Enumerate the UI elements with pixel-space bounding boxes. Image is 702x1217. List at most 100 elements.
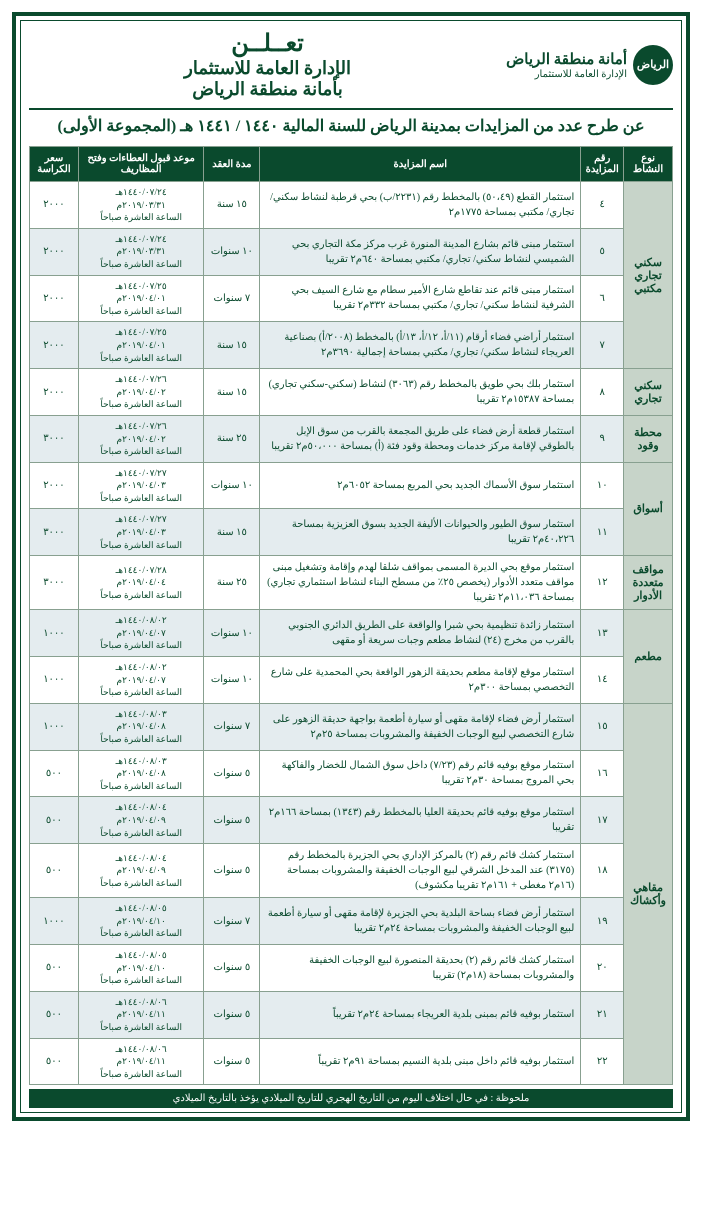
deadline-time: الساعة العاشرة صباحاً: [82, 686, 201, 699]
auction-number: ٩: [581, 415, 624, 462]
deadline-hijri: ١٤٤٠/٠٨/٠٤هـ: [82, 801, 201, 814]
deadline-cell: ١٤٤٠/٠٨/٠٣هـ٢٠١٩/٠٤/٠٨مالساعة العاشرة صب…: [78, 750, 204, 797]
booklet-price: ٥٠٠: [30, 1038, 79, 1085]
booklet-price: ٥٠٠: [30, 750, 79, 797]
col-deadline: موعد قبول العطاءات وفتح المظاريف: [78, 147, 204, 182]
table-row: سكني تجاري مكتبي٤استثمار القطع (٥٠،٤٩) ب…: [30, 182, 673, 229]
deadline-cell: ١٤٤٠/٠٧/٢٤هـ٢٠١٩/٠٣/٣١مالساعة العاشرة صب…: [78, 228, 204, 275]
deadline-cell: ١٤٤٠/٠٨/٠٦هـ٢٠١٩/٠٤/١١مالساعة العاشرة صب…: [78, 991, 204, 1038]
table-row: ٧استثمار أراضي فضاء أرقام (١١/أ، ١٢/أ، ١…: [30, 322, 673, 369]
auction-description: استثمار القطع (٥٠،٤٩) بالمخطط رقم (٢٢٣١/…: [260, 182, 581, 229]
deadline-cell: ١٤٤٠/٠٧/٢٥هـ٢٠١٩/٠٤/٠١مالساعة العاشرة صب…: [78, 275, 204, 322]
document-header: الرياض أمانة منطقة الرياض الإدارة العامة…: [29, 29, 673, 110]
auction-number: ١٩: [581, 898, 624, 945]
deadline-hijri: ١٤٤٠/٠٧/٢٥هـ: [82, 280, 201, 293]
deadline-gregorian: ٢٠١٩/٠٤/٠٩م: [82, 814, 201, 827]
contract-duration: ٢٥ سنة: [204, 415, 260, 462]
deadline-cell: ١٤٤٠/٠٧/٢٦هـ٢٠١٩/٠٤/٠٢مالساعة العاشرة صب…: [78, 369, 204, 416]
auction-number: ١٧: [581, 797, 624, 844]
document-subtitle: عن طرح عدد من المزايدات بمدينة الرياض لل…: [29, 116, 673, 136]
deadline-gregorian: ٢٠١٩/٠٤/١١م: [82, 1055, 201, 1068]
table-row: ٢٠استثمار كشك قائم رقم (٢) بحديقة المنصو…: [30, 944, 673, 991]
auction-number: ١٠: [581, 462, 624, 509]
auction-number: ١١: [581, 509, 624, 556]
deadline-gregorian: ٢٠١٩/٠٤/١٠م: [82, 915, 201, 928]
auction-description: استثمار موقع لإقامة مطعم بحديقة الزهور ا…: [260, 657, 581, 704]
col-number: رقم المزايدة: [581, 147, 624, 182]
deadline-hijri: ١٤٤٠/٠٧/٢٧هـ: [82, 467, 201, 480]
deadline-gregorian: ٢٠١٩/٠٤/٠٤م: [82, 576, 201, 589]
deadline-cell: ١٤٤٠/٠٨/٠٣هـ٢٠١٩/٠٤/٠٨مالساعة العاشرة صب…: [78, 703, 204, 750]
deadline-time: الساعة العاشرة صباحاً: [82, 445, 201, 458]
deadline-time: الساعة العاشرة صباحاً: [82, 1068, 201, 1081]
deadline-cell: ١٤٤٠/٠٧/٢٥هـ٢٠١٩/٠٤/٠١مالساعة العاشرة صب…: [78, 322, 204, 369]
col-category: نوع النشاط: [624, 147, 673, 182]
contract-duration: ٢٥ سنة: [204, 556, 260, 610]
contract-duration: ٥ سنوات: [204, 844, 260, 898]
title-block: تعــلــن الإدارة العامة للاستثمار بأمانة…: [29, 29, 506, 100]
contract-duration: ٧ سنوات: [204, 703, 260, 750]
category-cell: سكني تجاري: [624, 369, 673, 416]
deadline-hijri: ١٤٤٠/٠٧/٢٧هـ: [82, 513, 201, 526]
deadline-cell: ١٤٤٠/٠٨/٠٢هـ٢٠١٩/٠٤/٠٧مالساعة العاشرة صب…: [78, 657, 204, 704]
deadline-gregorian: ٢٠١٩/٠٤/٠٣م: [82, 526, 201, 539]
table-row: ٥استثمار مبنى قائم بشارع المدينة المنورة…: [30, 228, 673, 275]
col-name: اسم المزايدة: [260, 147, 581, 182]
title-line3: بأمانة منطقة الرياض: [29, 79, 506, 100]
deadline-cell: ١٤٤٠/٠٨/٠٦هـ٢٠١٩/٠٤/١١مالساعة العاشرة صب…: [78, 1038, 204, 1085]
booklet-price: ١٠٠٠: [30, 703, 79, 750]
booklet-price: ٢٠٠٠: [30, 462, 79, 509]
deadline-gregorian: ٢٠١٩/٠٤/٠١م: [82, 292, 201, 305]
table-row: ١٧استثمار موقع بوفيه قائم بحديقة العليا …: [30, 797, 673, 844]
inner-frame: الرياض أمانة منطقة الرياض الإدارة العامة…: [20, 20, 682, 1113]
deadline-cell: ١٤٤٠/٠٧/٢٦هـ٢٠١٩/٠٤/٠٢مالساعة العاشرة صب…: [78, 415, 204, 462]
auction-description: استثمار زائدة تنظيمية بحي شبرا والواقعة …: [260, 610, 581, 657]
deadline-gregorian: ٢٠١٩/٠٤/٠٨م: [82, 720, 201, 733]
contract-duration: ٥ سنوات: [204, 797, 260, 844]
deadline-gregorian: ٢٠١٩/٠٤/٠٨م: [82, 767, 201, 780]
deadline-cell: ١٤٤٠/٠٧/٢٤هـ٢٠١٩/٠٣/٣١مالساعة العاشرة صب…: [78, 182, 204, 229]
booklet-price: ٢٠٠٠: [30, 322, 79, 369]
auction-number: ٢١: [581, 991, 624, 1038]
logo-mark-icon: الرياض: [633, 45, 673, 85]
table-row: مقاهي وأكشاك١٥استثمار أرض فضاء لإقامة مق…: [30, 703, 673, 750]
deadline-hijri: ١٤٤٠/٠٨/٠٥هـ: [82, 949, 201, 962]
booklet-price: ٥٠٠: [30, 944, 79, 991]
deadline-time: الساعة العاشرة صباحاً: [82, 927, 201, 940]
category-cell: سكني تجاري مكتبي: [624, 182, 673, 369]
booklet-price: ٢٠٠٠: [30, 182, 79, 229]
booklet-price: ٢٠٠٠: [30, 228, 79, 275]
outer-frame: الرياض أمانة منطقة الرياض الإدارة العامة…: [12, 12, 690, 1121]
booklet-price: ٢٠٠٠: [30, 369, 79, 416]
contract-duration: ١٠ سنوات: [204, 462, 260, 509]
booklet-price: ١٠٠٠: [30, 610, 79, 657]
contract-duration: ٧ سنوات: [204, 898, 260, 945]
deadline-hijri: ١٤٤٠/٠٨/٠٣هـ: [82, 708, 201, 721]
table-row: ٦استثمار مبنى قائم عند تقاطع شارع الأمير…: [30, 275, 673, 322]
logo-block: الرياض أمانة منطقة الرياض الإدارة العامة…: [506, 45, 673, 85]
deadline-gregorian: ٢٠١٩/٠٣/٣١م: [82, 245, 201, 258]
table-row: ١٨استثمار كشك قائم رقم (٢) بالمركز الإدا…: [30, 844, 673, 898]
auction-number: ٥: [581, 228, 624, 275]
auction-number: ١٨: [581, 844, 624, 898]
table-row: ٢١استثمار بوفيه قائم بمبنى بلدية العريجا…: [30, 991, 673, 1038]
contract-duration: ٧ سنوات: [204, 275, 260, 322]
deadline-hijri: ١٤٤٠/٠٧/٢٤هـ: [82, 186, 201, 199]
auction-number: ١٦: [581, 750, 624, 797]
deadline-hijri: ١٤٤٠/٠٧/٢٦هـ: [82, 373, 201, 386]
auction-description: استثمار مبنى قائم بشارع المدينة المنورة …: [260, 228, 581, 275]
deadline-cell: ١٤٤٠/٠٧/٢٨هـ٢٠١٩/٠٤/٠٤مالساعة العاشرة صب…: [78, 556, 204, 610]
org-name: أمانة منطقة الرياض: [506, 50, 627, 69]
announce-word: تعــلــن: [29, 29, 506, 58]
deadline-cell: ١٤٤٠/٠٨/٠٥هـ٢٠١٩/٠٤/١٠مالساعة العاشرة صب…: [78, 944, 204, 991]
footnote: ملحوظة : في حال اختلاف اليوم من التاريخ …: [29, 1089, 673, 1108]
deadline-cell: ١٤٤٠/٠٨/٠٤هـ٢٠١٩/٠٤/٠٩مالساعة العاشرة صب…: [78, 797, 204, 844]
auction-number: ١٥: [581, 703, 624, 750]
deadline-time: الساعة العاشرة صباحاً: [82, 539, 201, 552]
deadline-time: الساعة العاشرة صباحاً: [82, 589, 201, 602]
table-row: محطة وقود٩استثمار قطعة أرض فضاء على طريق…: [30, 415, 673, 462]
auction-description: استثمار موقع بحي الديرة المسمى بمواقف شل…: [260, 556, 581, 610]
deadline-time: الساعة العاشرة صباحاً: [82, 974, 201, 987]
deadline-gregorian: ٢٠١٩/٠٤/٠٩م: [82, 864, 201, 877]
contract-duration: ١٠ سنوات: [204, 657, 260, 704]
